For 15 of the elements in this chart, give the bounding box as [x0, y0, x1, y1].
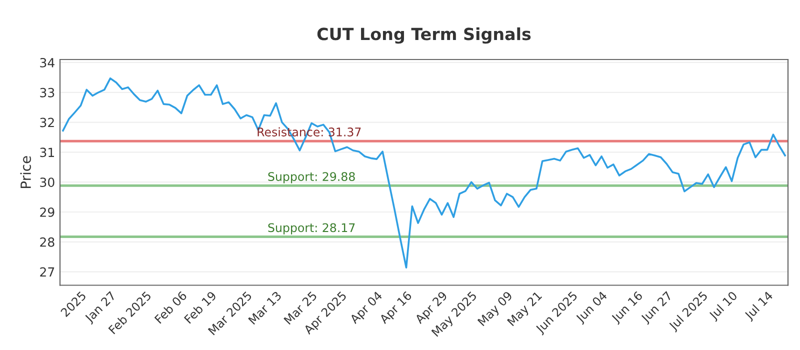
ref-line-label: Support: 29.88 [268, 172, 355, 184]
y-tick-label: 27 [40, 267, 54, 277]
x-tick-label: Jul 14 [744, 290, 775, 322]
y-tick-label: 32 [40, 118, 54, 128]
y-tick-label: 33 [40, 88, 54, 98]
y-tick-label: 31 [40, 148, 54, 158]
y-tick-label: 34 [40, 58, 54, 68]
y-tick-label: 28 [40, 237, 54, 247]
y-tick-label: 29 [40, 207, 54, 217]
line-series [62, 77, 786, 269]
ref-line-label: Support: 28.17 [268, 223, 355, 234]
chart-title: CUT Long Term Signals [317, 27, 531, 44]
x-tick-label: Jul 10 [708, 290, 740, 322]
y-tick-label: 30 [40, 178, 54, 188]
y-axis-title: Price [20, 156, 31, 188]
